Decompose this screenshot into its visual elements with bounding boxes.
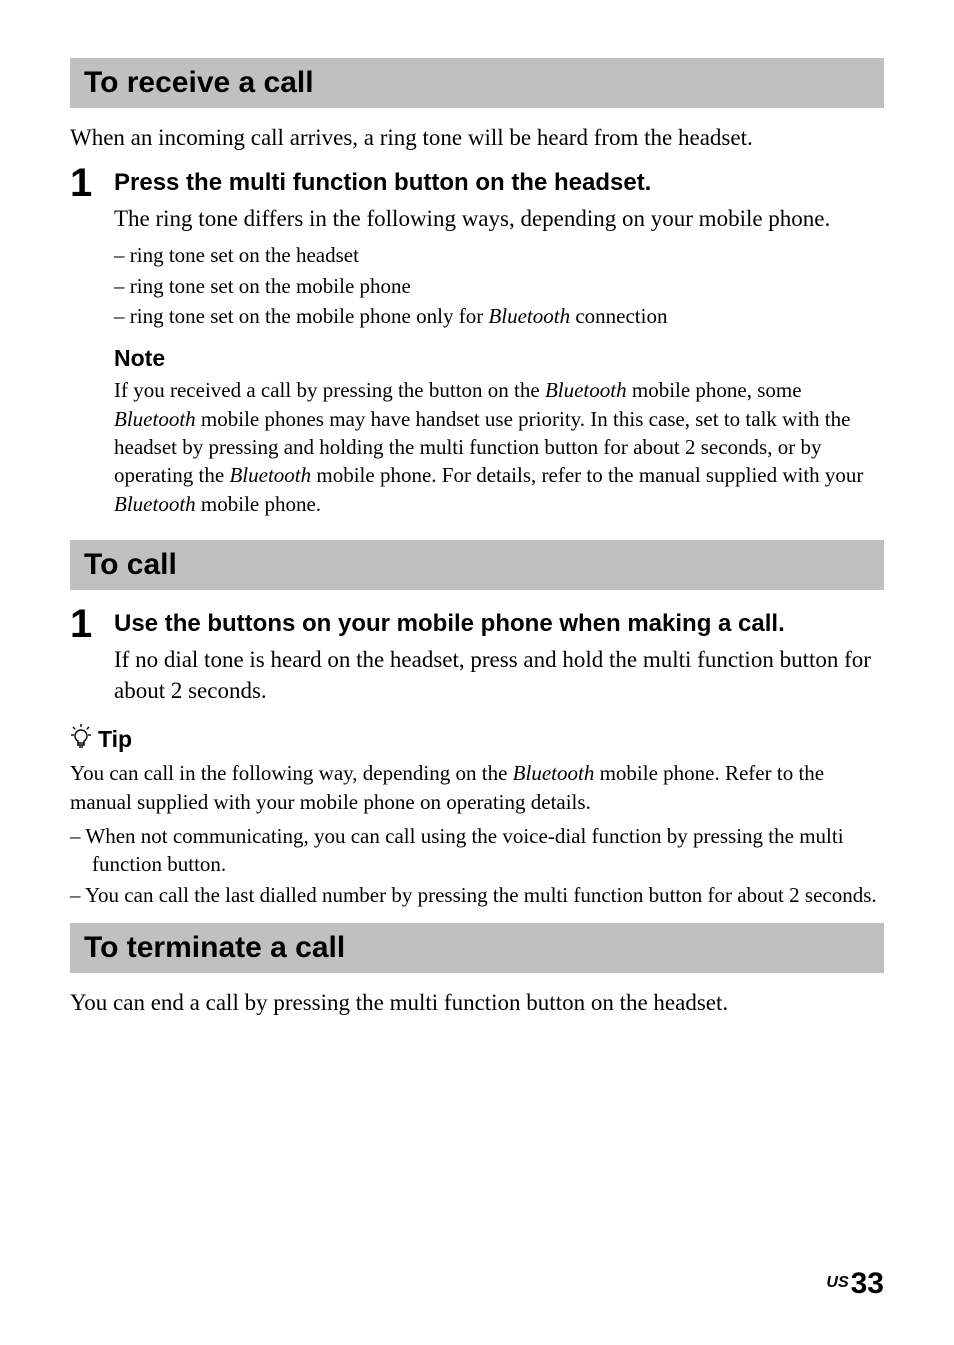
list-item: ring tone set on the mobile phone only f… (114, 301, 884, 331)
call-step: 1 Use the buttons on your mobile phone w… (70, 604, 884, 712)
lightbulb-icon (70, 724, 92, 755)
note-heading: Note (114, 345, 884, 372)
list-item: You can call the last dialled number by … (92, 881, 884, 909)
receive-step: 1 Press the multi function button on the… (70, 163, 884, 532)
section-heading-terminate: To terminate a call (70, 923, 884, 973)
receive-step-title: Press the multi function button on the h… (114, 169, 884, 197)
receive-intro: When an incoming call arrives, a ring to… (70, 122, 884, 153)
step-number: 1 (70, 604, 114, 644)
tip-text: You can call in the following way, depen… (70, 759, 884, 816)
call-step-desc: If no dial tone is heard on the headset,… (114, 644, 884, 706)
receive-step-desc: The ring tone differs in the following w… (114, 203, 884, 234)
section-heading-call: To call (70, 540, 884, 590)
page-footer: US33 (826, 1267, 884, 1301)
list-item: ring tone set on the mobile phone (114, 271, 884, 301)
call-step-title: Use the buttons on your mobile phone whe… (114, 610, 884, 638)
note-text: If you received a call by pressing the b… (114, 376, 884, 518)
footer-region: US (826, 1274, 848, 1291)
list-item: When not communicating, you can call usi… (92, 822, 884, 879)
section-heading-receive: To receive a call (70, 58, 884, 108)
tip-label: Tip (98, 726, 132, 753)
receive-bullet-list: ring tone set on the headset ring tone s… (114, 240, 884, 331)
list-item: ring tone set on the headset (114, 240, 884, 270)
terminate-text: You can end a call by pressing the multi… (70, 987, 884, 1018)
step-number: 1 (70, 163, 114, 203)
footer-page-number: 33 (851, 1267, 884, 1300)
tip-heading-row: Tip (70, 724, 884, 755)
tip-bullet-list: When not communicating, you can call usi… (70, 822, 884, 909)
